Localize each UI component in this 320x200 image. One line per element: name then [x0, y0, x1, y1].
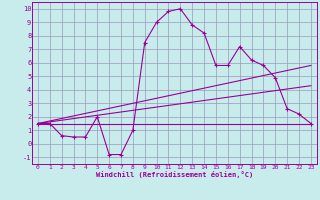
X-axis label: Windchill (Refroidissement éolien,°C): Windchill (Refroidissement éolien,°C) [96, 171, 253, 178]
